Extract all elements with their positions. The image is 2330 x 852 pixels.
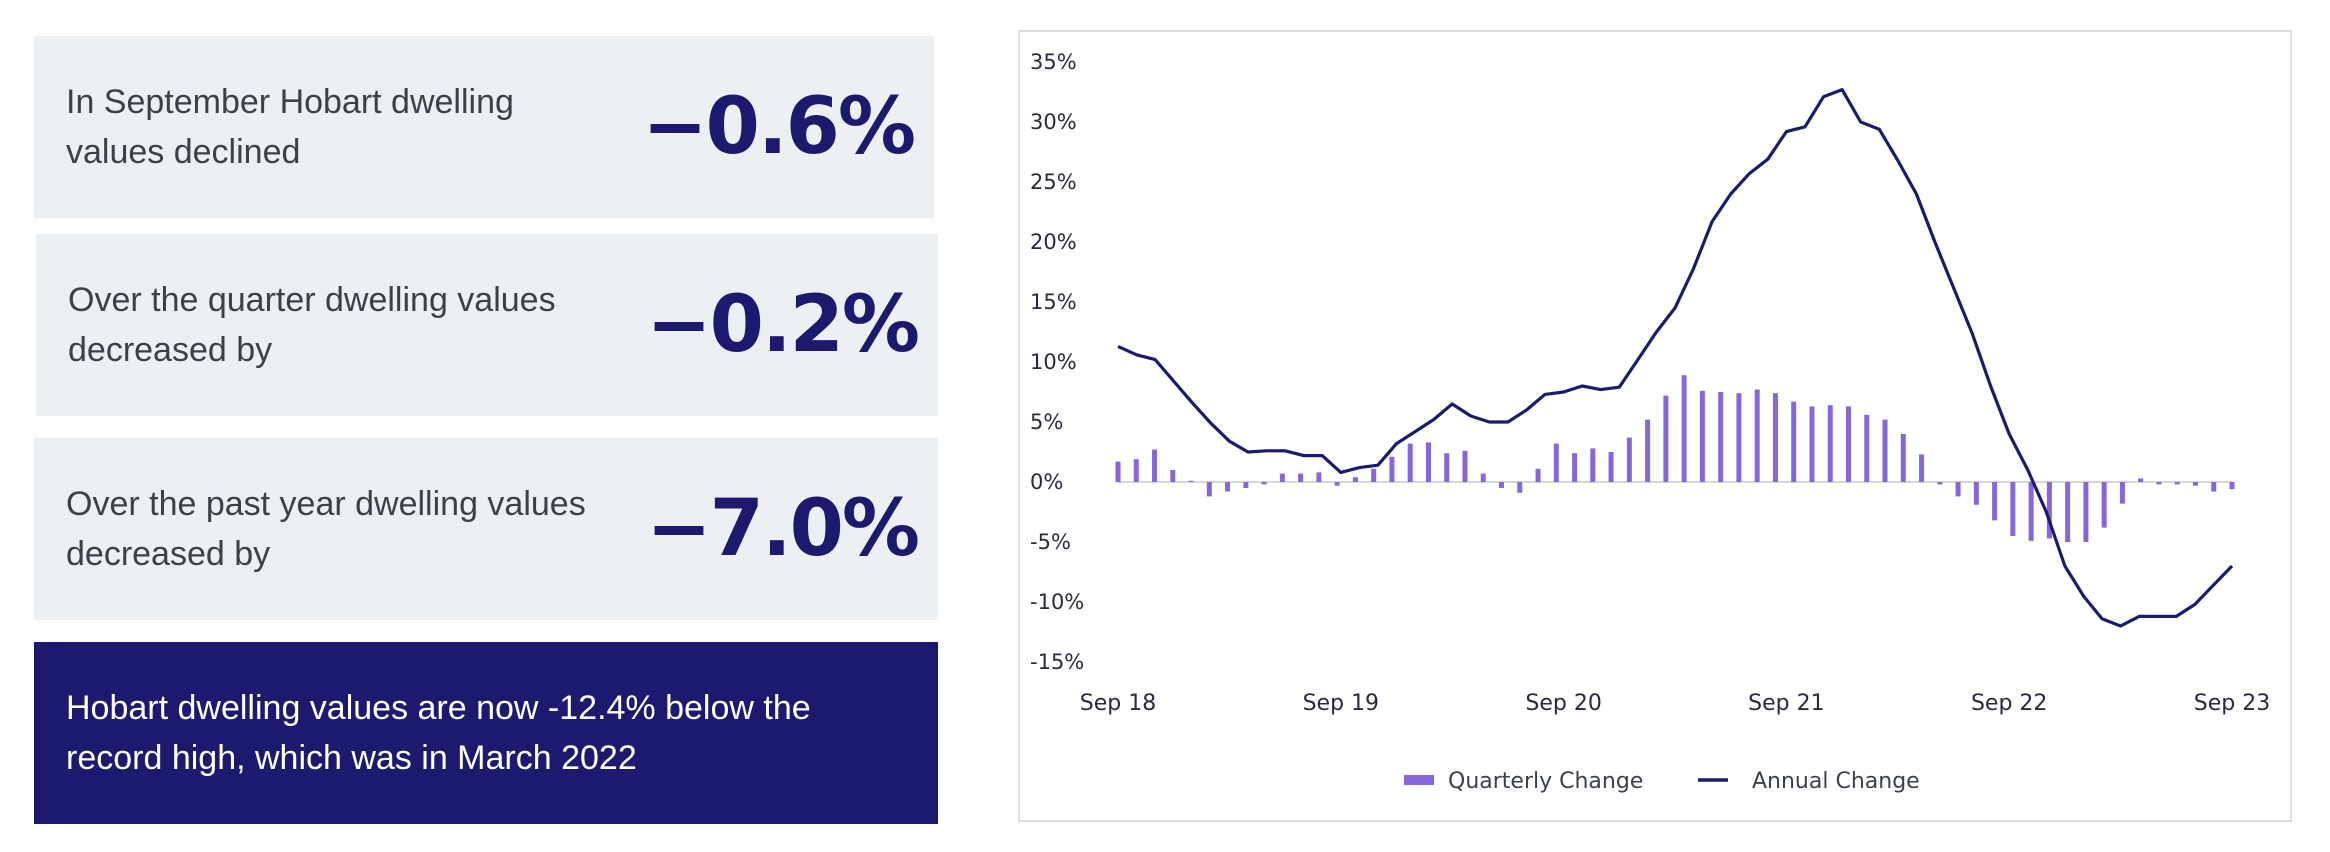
quarterly-bar <box>1791 401 1797 482</box>
quarterly-bar <box>2119 482 2125 504</box>
annual-change-line <box>1117 87 2234 628</box>
y-tick-label: 20% <box>1030 230 1077 254</box>
quarterly-bar <box>2192 482 2198 486</box>
quarterly-bar <box>1590 448 1596 482</box>
quarterly-bar <box>1389 456 1395 482</box>
quarterly-bar <box>1316 472 1322 482</box>
y-tick-label: 25% <box>1030 170 1077 194</box>
stat-panel-monthly: In September Hobart dwelling values decl… <box>34 36 934 218</box>
quarterly-bar <box>2101 482 2107 528</box>
quarterly-bar <box>1845 406 1851 482</box>
y-tick-label: 0% <box>1030 470 1063 494</box>
quarterly-bar <box>1188 480 1194 482</box>
stat-value: −7.0% <box>646 484 920 574</box>
quarterly-bar <box>1919 454 1925 482</box>
quarterly-bar <box>1645 419 1651 482</box>
quarterly-bar <box>1206 482 1212 497</box>
y-tick-label: 35% <box>1030 50 1077 74</box>
quarterly-bar <box>2010 482 2016 536</box>
quarterly-bar <box>1462 450 1468 482</box>
quarterly-bar <box>2065 482 2071 542</box>
quarterly-bar <box>1352 477 1358 482</box>
stat-label: Over the quarter dwelling values decreas… <box>68 281 556 369</box>
quarterly-bar <box>1718 392 1724 482</box>
quarterly-bar <box>1827 405 1833 482</box>
y-tick-label: -5% <box>1030 530 1071 554</box>
quarterly-bar <box>1261 482 1267 485</box>
quarterly-bar <box>2156 482 2162 485</box>
legend-annual-label: Annual Change <box>1752 769 1920 794</box>
x-tick-label: Sep 19 <box>1303 691 1379 716</box>
x-tick-label: Sep 21 <box>1748 691 1824 716</box>
chart-frame: 35% 30% 25% 20% 15% 10% 5% 0% -5% -10% -15% Sep 18 S… <box>1018 30 2292 822</box>
quarterly-bar <box>2083 482 2089 542</box>
quarterly-bar <box>1608 452 1614 482</box>
legend-quarterly-swatch <box>1404 775 1434 785</box>
y-tick-label: 30% <box>1030 110 1077 134</box>
quarterly-bar <box>1754 389 1760 482</box>
y-tick-label: -10% <box>1030 590 1084 614</box>
quarterly-bar <box>1517 482 1523 493</box>
quarterly-bar <box>1133 459 1139 482</box>
quarterly-bar <box>1955 482 1961 497</box>
quarterly-bar <box>1371 468 1377 482</box>
quarterly-bar <box>1736 393 1742 482</box>
x-tick-label: Sep 23 <box>2194 691 2270 716</box>
quarterly-bar <box>1407 443 1413 482</box>
quarterly-bar <box>1535 468 1541 482</box>
legend-quarterly-label: Quarterly Change <box>1448 769 1643 794</box>
quarterly-bar <box>1772 393 1778 482</box>
x-tick-label: Sep 22 <box>1971 691 2047 716</box>
quarterly-bar <box>1973 482 1979 505</box>
quarterly-bar <box>1900 434 1906 482</box>
quarterly-bar <box>1334 482 1340 486</box>
stat-value: −0.6% <box>642 82 916 172</box>
y-tick-label: -15% <box>1030 650 1084 674</box>
quarterly-bar <box>1681 375 1687 482</box>
quarterly-bar <box>1809 406 1815 482</box>
quarterly-bar <box>1699 390 1705 482</box>
highlight-panel: Hobart dwelling values are now -12.4% be… <box>34 642 938 824</box>
quarterly-bar <box>1444 453 1450 482</box>
x-tick-label: Sep 20 <box>1525 691 1601 716</box>
y-tick-label: 15% <box>1030 290 1077 314</box>
quarterly-bar <box>1425 442 1431 482</box>
quarterly-bar <box>2028 482 2034 541</box>
quarterly-bar <box>1663 395 1669 482</box>
quarterly-bar <box>1279 473 1285 482</box>
quarterly-bar <box>2174 482 2180 485</box>
quarterly-bar <box>1152 449 1158 482</box>
stat-panel-annual: Over the past year dwelling values decre… <box>34 438 938 620</box>
quarterly-bar <box>1243 482 1249 488</box>
x-tick-label: Sep 18 <box>1080 691 1156 716</box>
y-tick-label: 10% <box>1030 350 1077 374</box>
quarterly-bar <box>1170 470 1176 482</box>
quarterly-bar <box>1864 414 1870 482</box>
quarterly-bar <box>2229 482 2235 490</box>
quarterly-bar <box>1882 419 1888 482</box>
quarterly-bar <box>1626 437 1632 482</box>
stat-label: Over the past year dwelling values decre… <box>66 485 586 573</box>
y-tick-label: 5% <box>1030 410 1063 434</box>
highlight-text: Hobart dwelling values are now -12.4% be… <box>66 689 811 777</box>
stat-value: −0.2% <box>646 280 920 370</box>
quarterly-bar <box>1992 482 1998 521</box>
stat-label: In September Hobart dwelling values decl… <box>66 83 514 171</box>
stat-panel-quarterly: Over the quarter dwelling values decreas… <box>36 234 938 416</box>
quarterly-bar <box>1298 473 1304 482</box>
quarterly-bar <box>2138 478 2144 482</box>
quarterly-bar <box>2211 482 2217 492</box>
quarterly-bar <box>1225 482 1231 492</box>
quarterly-bar <box>1572 453 1578 482</box>
quarterly-bar <box>1937 482 1943 485</box>
dwelling-values-chart: 35% 30% 25% 20% 15% 10% 5% 0% -5% -10% -15% Sep 18 S… <box>1030 50 2270 794</box>
quarterly-bar <box>1480 473 1486 482</box>
quarterly-bar <box>1115 461 1121 482</box>
quarterly-bar <box>2046 482 2052 539</box>
quarterly-bar <box>1553 443 1559 482</box>
quarterly-bar <box>1499 482 1505 488</box>
